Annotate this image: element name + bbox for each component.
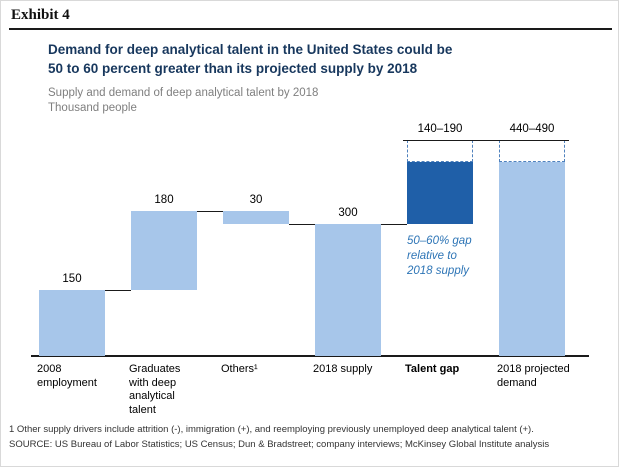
chart-subtitle: Supply and demand of deep analytical tal… <box>48 87 319 99</box>
bar-segment <box>131 211 197 290</box>
gap-annotation-line-3: 2018 supply <box>407 265 470 277</box>
category-label-line: 2018 projected <box>497 363 570 375</box>
category-label-line: 2018 supply <box>313 363 373 375</box>
connector-line <box>105 290 131 291</box>
projected-range-box <box>499 140 565 162</box>
category-label-line: Graduates <box>129 363 181 375</box>
connector-line <box>197 211 223 212</box>
value-label: 140–190 <box>417 123 463 135</box>
value-label: 180 <box>154 194 174 206</box>
category-label-line: Talent gap <box>405 363 460 375</box>
category-label-line: analytical <box>129 390 175 402</box>
category-label-line: Others¹ <box>221 363 258 375</box>
category-label: 2018 supply <box>313 363 401 377</box>
bar-segment <box>223 211 289 224</box>
source-line: SOURCE: US Bureau of Labor Statistics; U… <box>9 439 550 450</box>
category-label: Graduates with deep analytical talent <box>129 363 217 417</box>
x-axis-line <box>31 355 589 357</box>
category-label-line: talent <box>129 403 156 416</box>
category-label: Others¹ <box>221 363 309 377</box>
category-label-line: with deep <box>129 376 177 389</box>
value-label: 150 <box>62 273 82 285</box>
connector-line <box>403 140 569 141</box>
bar-segment <box>499 162 565 356</box>
gap-annotation-line-2: relative to <box>407 250 457 262</box>
unit-label: Thousand people <box>48 102 137 114</box>
value-label: 30 <box>249 194 263 206</box>
chart-title-line-2: 50 to 60 percent greater than its projec… <box>48 61 418 76</box>
chart-title-line-1: Demand for deep analytical talent in the… <box>48 42 453 57</box>
gap-annotation-line-1: 50–60% gap <box>407 235 472 247</box>
category-label: Talent gap <box>405 363 493 377</box>
footnote: 1 Other supply drivers include attrition… <box>9 424 534 435</box>
gap-annotation: 50–60% gap relative to 2018 supply <box>407 234 472 279</box>
chart-title: Demand for deep analytical talent in the… <box>48 40 608 78</box>
category-label: 2018 projected demand <box>497 363 585 390</box>
category-label-line: 2008 <box>37 363 62 375</box>
category-label: 2008 employment <box>37 363 125 390</box>
projected-range-box <box>407 140 473 162</box>
connector-line <box>289 224 315 225</box>
connector-line <box>381 224 407 225</box>
bar-segment <box>407 162 473 224</box>
category-label-line: employment <box>37 376 97 389</box>
category-label-line: demand <box>497 376 537 389</box>
header-rule <box>9 28 612 30</box>
value-label: 440–490 <box>509 123 555 135</box>
bar-segment <box>315 224 381 356</box>
bar-segment <box>39 290 105 356</box>
exhibit-label: Exhibit 4 <box>11 7 70 23</box>
value-label: 300 <box>338 207 358 219</box>
